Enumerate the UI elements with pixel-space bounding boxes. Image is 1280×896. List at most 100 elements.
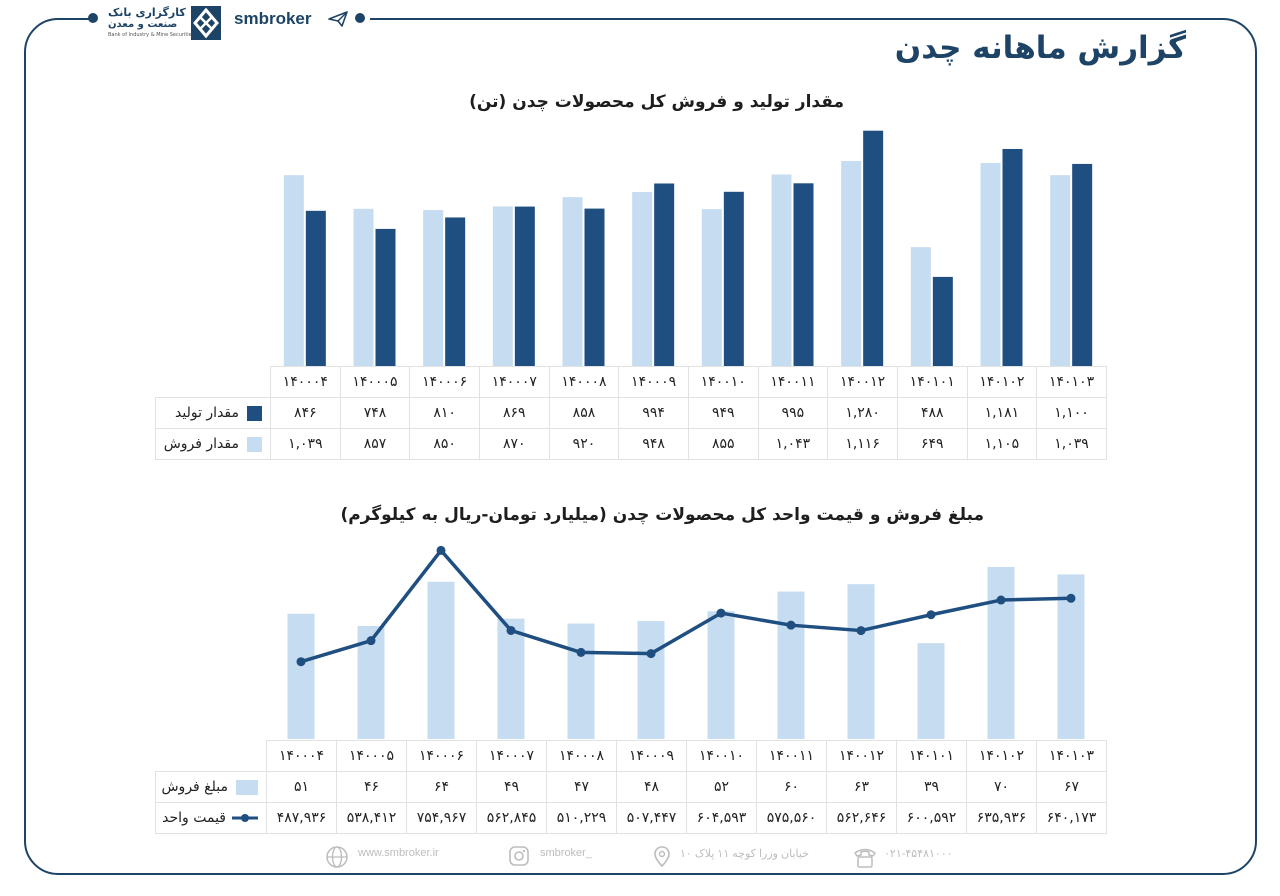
bank-name-en: Bank of Industry & Mine Securities: [108, 32, 195, 38]
category-label: ۱۴۰۰۰۷: [478, 366, 550, 398]
bar-sales-7: [771, 174, 792, 367]
bar-sales-8: [841, 160, 862, 367]
production-value: ۹۹۵: [757, 397, 829, 429]
bar-revenue-2: [427, 581, 455, 739]
footer-website[interactable]: www.smbroker.ir: [358, 847, 439, 859]
footer-address: خیابان وزرا کوچه ۱۱ پلاک ۱۰: [680, 848, 809, 860]
bar-sales-0: [283, 175, 304, 367]
point-unit-price-1: [366, 636, 376, 646]
telephone-icon: [854, 848, 876, 868]
point-unit-price-6: [716, 608, 726, 618]
unit-price-value: ۵۰۷,۴۴۷: [616, 802, 687, 834]
unit-price-value: ۵۶۲,۶۴۶: [826, 802, 897, 834]
revenue-price-table: ۱۴۰۰۰۴ ۱۴۰۰۰۵ ۱۴۰۰۰۶ ۱۴۰۰۰۷ ۱۴۰۰۰۸ ۱۴۰۰۰۹ ۱۴۰۰…: [155, 740, 1107, 834]
category-label: ۱۴۰۰۰۵: [339, 366, 411, 398]
unit-price-value: ۵۳۸,۴۱۲: [336, 802, 407, 834]
production-sales-chart: [283, 130, 1093, 367]
broker-name: smbroker: [234, 9, 312, 28]
category-label: ۱۴۰۰۱۰: [686, 740, 757, 772]
chart2-title: مبلغ فروش و قیمت واحد کل محصولات چدن (می…: [340, 505, 984, 525]
bar-production-8: [863, 130, 884, 367]
bar-production-0: [305, 210, 326, 367]
production-value: ۱,۲۸۰: [827, 397, 898, 429]
category-label: ۱۴۰۰۰۴: [270, 366, 341, 398]
legend-label-revenue: مبلغ فروش: [161, 779, 228, 795]
production-sales-table: ۱۴۰۰۰۴ ۱۴۰۰۰۵ ۱۴۰۰۰۶ ۱۴۰۰۰۷ ۱۴۰۰۰۸ ۱۴۰۰۰۹ ۱۴۰۰…: [155, 366, 1107, 460]
bar-sales-2: [423, 210, 444, 367]
bar-sales-1: [353, 208, 374, 367]
footer-phone[interactable]: ۰۲۱-۴۵۴۸۱۰۰۰: [884, 848, 953, 860]
unit-price-value: ۴۸۷,۹۳۶: [266, 802, 337, 834]
category-label: ۱۴۰۰۰۴: [266, 740, 337, 772]
location-pin-icon: [654, 846, 670, 868]
revenue-value: ۴۶: [336, 771, 407, 803]
legend-label-price: قیمت واحد: [162, 810, 226, 826]
category-label: ۱۴۰۰۰۶: [406, 740, 477, 772]
bank-name-line2: صنعت و معدن: [108, 19, 178, 30]
bar-production-5: [654, 183, 675, 367]
bar-sales-4: [562, 197, 583, 367]
legend-revenue: مبلغ فروش: [155, 771, 267, 803]
sales-value: ۸۵۰: [409, 428, 480, 460]
header-dot-left: [88, 13, 98, 23]
category-label: ۱۴۰۱۰۳: [1036, 740, 1107, 772]
point-unit-price-10: [996, 595, 1006, 605]
category-label: ۱۴۰۰۰۶: [409, 366, 480, 398]
legend-swatch-revenue: [236, 779, 258, 795]
point-unit-price-8: [856, 626, 866, 636]
bar-sales-11: [1050, 175, 1071, 367]
production-value: ۹۹۴: [618, 397, 689, 429]
production-value: ۸۶۹: [478, 397, 550, 429]
unit-price-value: ۷۵۴,۹۶۷: [406, 802, 477, 834]
line-unit-price: [300, 548, 1072, 664]
instagram-icon: [509, 846, 529, 866]
bar-revenue-10: [987, 567, 1015, 739]
sales-value: ۱,۰۴۳: [757, 428, 829, 460]
bar-revenue-7: [777, 591, 805, 739]
table2-row-revenue: مبلغ فروش ۵۱ ۴۶ ۶۴ ۴۹ ۴۷ ۴۸ ۵۲ ۶۰ ۶۳ ۳۹ ۷۰ ۶۷: [155, 771, 1107, 803]
revenue-value: ۶۷: [1036, 771, 1107, 803]
unit-price-value: ۶۰۰,۵۹۲: [896, 802, 967, 834]
bar-revenue-5: [637, 621, 665, 739]
sales-value: ۱,۱۰۵: [966, 428, 1038, 460]
bar-production-3: [514, 206, 535, 367]
table1-row-sales: مقدار فروش ۱,۰۳۹ ۸۵۷ ۸۵۰ ۸۷۰ ۹۲۰ ۹۴۸ ۸۵۵ ۱,۰۴۳ ۱…: [155, 428, 1107, 460]
category-label: ۱۴۰۱۰۲: [966, 740, 1037, 772]
bar-production-4: [584, 208, 605, 367]
bar-revenue-8: [847, 584, 875, 739]
category-label: ۱۴۰۰۱۲: [827, 366, 898, 398]
bar-revenue-4: [567, 623, 595, 739]
category-label: ۱۴۰۱۰۱: [896, 366, 968, 398]
revenue-value: ۶۳: [826, 771, 897, 803]
footer-instagram[interactable]: smbroker_: [540, 847, 592, 859]
bar-revenue-0: [287, 613, 315, 739]
category-label: ۱۴۰۱۰۲: [966, 366, 1038, 398]
bar-revenue-6: [707, 611, 735, 739]
point-unit-price-9: [926, 610, 936, 620]
sales-value: ۸۵۷: [339, 428, 411, 460]
bar-production-2: [445, 217, 466, 367]
bar-sales-5: [632, 191, 653, 367]
category-label: ۱۴۰۰۱۰: [687, 366, 759, 398]
sales-value: ۱,۰۳۹: [1036, 428, 1107, 460]
production-value: ۸۴۶: [270, 397, 341, 429]
bank-name-line1: کارگزاری بانک: [108, 6, 186, 19]
production-value: ۱,۱۸۱: [966, 397, 1038, 429]
bank-emblem-icon: [191, 6, 221, 40]
bar-production-11: [1072, 163, 1093, 367]
production-value: ۸۱۰: [409, 397, 480, 429]
bar-production-9: [932, 276, 953, 367]
point-unit-price-5: [646, 649, 656, 659]
bar-production-7: [793, 183, 814, 367]
production-value: ۷۴۸: [339, 397, 411, 429]
legend-production: مقدار تولید: [155, 397, 271, 429]
bar-sales-9: [910, 247, 931, 367]
sales-value: ۱,۱۱۶: [827, 428, 898, 460]
category-label: ۱۴۰۰۱۲: [826, 740, 897, 772]
point-unit-price-3: [506, 625, 516, 635]
bar-sales-6: [701, 209, 722, 367]
bar-production-10: [1002, 148, 1023, 367]
category-label: ۱۴۰۰۰۸: [546, 740, 617, 772]
category-label: ۱۴۰۱۰۱: [896, 740, 967, 772]
revenue-value: ۷۰: [966, 771, 1037, 803]
